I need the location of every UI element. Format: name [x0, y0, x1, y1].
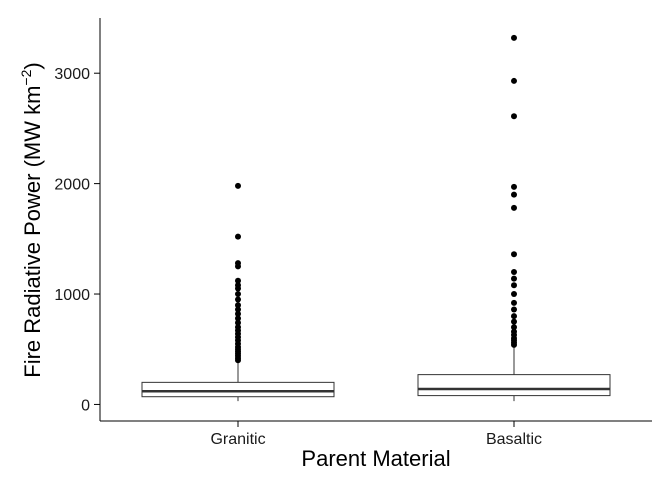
x-tick-label: Basaltic [486, 431, 542, 448]
y-axis-title-close: ) [20, 62, 45, 69]
outlier-point [511, 204, 517, 211]
outlier-point [235, 324, 241, 331]
plot-area [141, 34, 611, 402]
outlier-point [235, 260, 241, 267]
outlier-point [511, 282, 517, 289]
y-axis-title-superscript: −2 [18, 69, 34, 85]
y-tick-label: 2000 [54, 177, 90, 194]
outlier-point [511, 291, 517, 298]
outlier-point [511, 191, 517, 198]
outlier-point [235, 282, 241, 289]
outlier-point [511, 299, 517, 306]
outlier-point [511, 113, 517, 120]
y-axis-title-main: Fire Radiative Power (MW km [20, 86, 45, 378]
outlier-point [235, 310, 241, 317]
box-granitic [141, 182, 335, 402]
x-axis-ticks: Granitic Basaltic [210, 421, 542, 448]
outlier-point [511, 328, 517, 335]
outlier-point [235, 182, 241, 189]
outlier-point [235, 315, 241, 322]
outlier-point [235, 296, 241, 303]
x-axis-title: Parent Material [301, 446, 450, 471]
interquartile-box [141, 381, 335, 398]
outlier-point [235, 319, 241, 326]
outlier-point [511, 275, 517, 282]
outlier-point [235, 306, 241, 313]
outlier-point [511, 268, 517, 275]
outlier-point [511, 318, 517, 325]
outlier-point [235, 233, 241, 240]
outlier-point [511, 306, 517, 313]
x-tick-label: Granitic [210, 431, 265, 448]
y-tick-label: 3000 [54, 66, 90, 83]
outlier-point [235, 302, 241, 309]
outlier-point [235, 277, 241, 284]
outlier-point [511, 77, 517, 84]
y-tick-label: 0 [81, 397, 90, 414]
y-axis-ticks: 0 1000 2000 3000 [54, 66, 100, 414]
outlier-point [511, 324, 517, 331]
outlier-point [511, 34, 517, 41]
outlier-point [511, 251, 517, 258]
outlier-point [511, 183, 517, 190]
y-tick-label: 1000 [54, 287, 90, 304]
interquartile-box [417, 374, 611, 397]
box-basaltic [417, 34, 611, 402]
y-axis-title: Fire Radiative Power (MW km−2) [18, 62, 45, 377]
outlier-point [511, 313, 517, 320]
outlier-point [235, 291, 241, 298]
